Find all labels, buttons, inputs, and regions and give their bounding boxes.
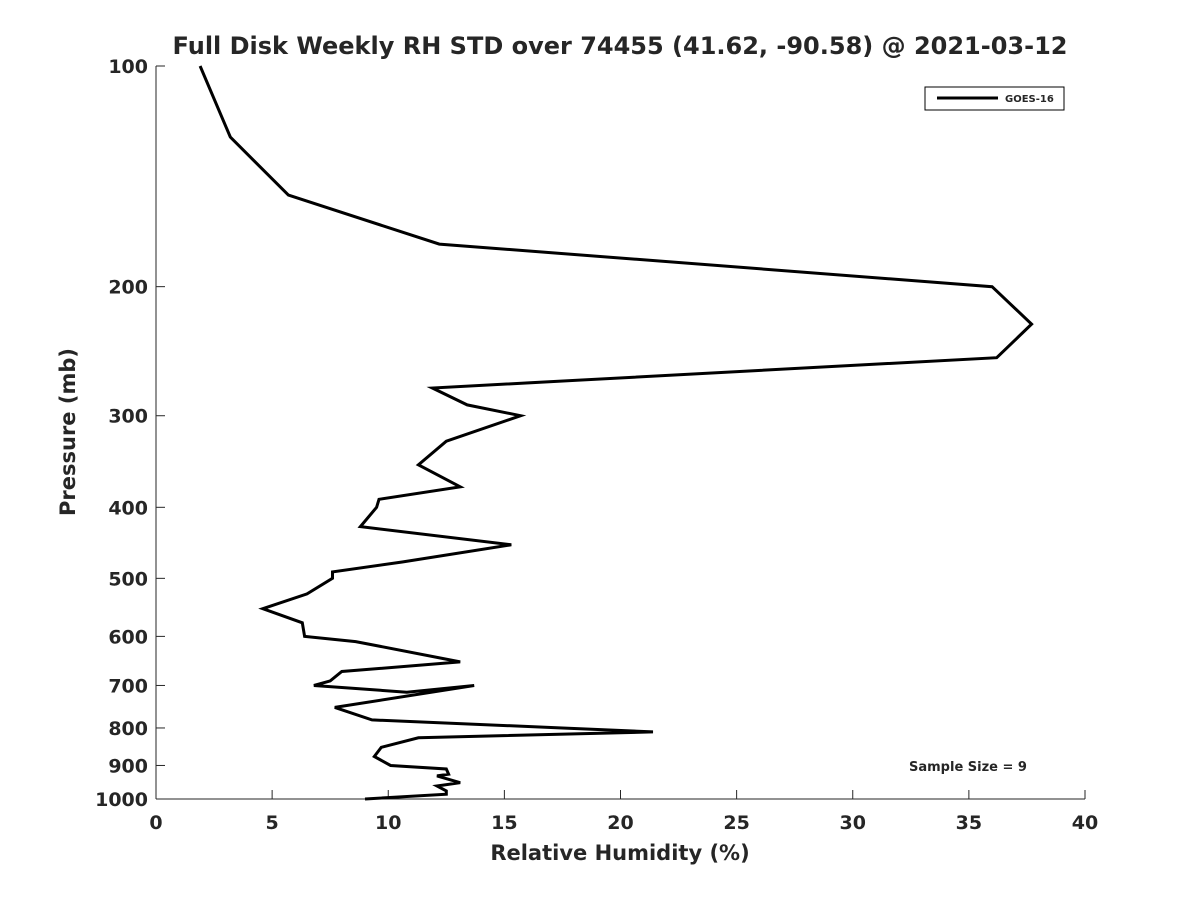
x-tick-label: 35	[956, 812, 982, 834]
chart-title: Full Disk Weekly RH STD over 74455 (41.6…	[173, 32, 1068, 60]
y-tick-label: 800	[108, 718, 148, 740]
x-tick-label: 30	[840, 812, 866, 834]
x-tick-label: 20	[607, 812, 633, 834]
x-axis-ticks: 0 5 10 15 20 25 30 35 40	[149, 790, 1098, 834]
y-tick-label: 500	[108, 568, 148, 590]
x-tick-label: 0	[149, 812, 162, 834]
series-group	[198, 65, 1034, 801]
x-axis-label: Relative Humidity (%)	[490, 841, 749, 865]
y-tick-label: 400	[108, 497, 148, 519]
y-tick-label: 600	[108, 626, 148, 648]
sample-size-annotation: Sample Size = 9	[909, 760, 1027, 775]
y-axis-ticks: 100 200 300 400 500 600 700 800 900 1000	[95, 56, 165, 811]
y-tick-label: 900	[108, 755, 148, 777]
y-tick-label: 200	[108, 277, 148, 299]
x-tick-label: 5	[266, 812, 279, 834]
y-tick-label: 300	[108, 406, 148, 428]
y-tick-label: 1000	[95, 789, 148, 811]
x-tick-label: 40	[1072, 812, 1098, 834]
x-tick-label: 15	[491, 812, 517, 834]
x-tick-label: 10	[375, 812, 401, 834]
y-tick-label: 100	[108, 56, 148, 78]
series-line-goes-16	[198, 65, 1034, 801]
legend-label-goes-16: GOES-16	[1005, 94, 1054, 105]
y-axis-label: Pressure (mb)	[56, 348, 80, 516]
x-tick-label: 25	[723, 812, 749, 834]
legend: GOES-16	[924, 86, 1065, 111]
y-tick-label: 700	[108, 675, 148, 697]
